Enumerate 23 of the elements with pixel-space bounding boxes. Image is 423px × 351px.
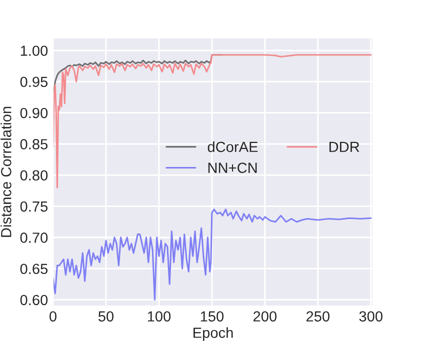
x-tick-label: 200	[253, 311, 277, 322]
y-tick-label: 0.65	[20, 264, 48, 274]
legend-label: DDR	[329, 142, 360, 152]
x-tick-label: 300	[359, 311, 382, 322]
y-tick-label: 0.95	[20, 76, 48, 88]
x-tick-label: 50	[98, 311, 114, 322]
line-series	[53, 208, 372, 301]
legend-label: dCorAE	[208, 141, 258, 152]
x-tick-label: 150	[200, 311, 224, 322]
x-tick-label: 250	[306, 311, 330, 322]
x-tick-label: 100	[148, 311, 171, 322]
y-tick-label: 0.60	[20, 294, 48, 306]
y-tick-label: 0.80	[20, 170, 48, 181]
y-tick-label: 0.85	[20, 139, 48, 150]
y-tick-label: 1.00	[20, 46, 48, 56]
x-axis-title: Epoch	[194, 327, 233, 341]
y-axis-title: Distance Correlation	[0, 106, 12, 237]
x-tick-label: 0	[50, 311, 56, 322]
line-series	[53, 54, 372, 188]
y-tick-label: 0.75	[20, 201, 48, 212]
legend-label: NN+CN	[208, 162, 257, 173]
y-tick-label: 0.90	[20, 108, 48, 118]
y-tick-label: 0.70	[20, 232, 48, 243]
